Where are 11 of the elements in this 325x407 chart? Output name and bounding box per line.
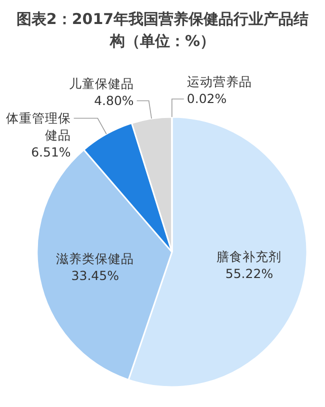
slice-label: 儿童保健品 bbox=[68, 76, 134, 91]
data-label: 6.51% bbox=[31, 144, 71, 160]
chart-title: 图表2：2017年我国营养保健品行业产品结构（单位：%） bbox=[15, 9, 310, 52]
data-label: 4.80% bbox=[94, 92, 134, 108]
slice-label: 膳食补充剂 bbox=[216, 248, 282, 264]
slice-label: 体重管理保健品 bbox=[6, 110, 71, 142]
slice-label: 运动营养品 bbox=[186, 74, 252, 89]
data-label: 55.22% bbox=[225, 266, 274, 281]
data-label: 33.45% bbox=[71, 268, 120, 283]
data-label: 0.02% bbox=[186, 91, 227, 106]
slice-label: 滋养类保健品 bbox=[56, 250, 134, 266]
